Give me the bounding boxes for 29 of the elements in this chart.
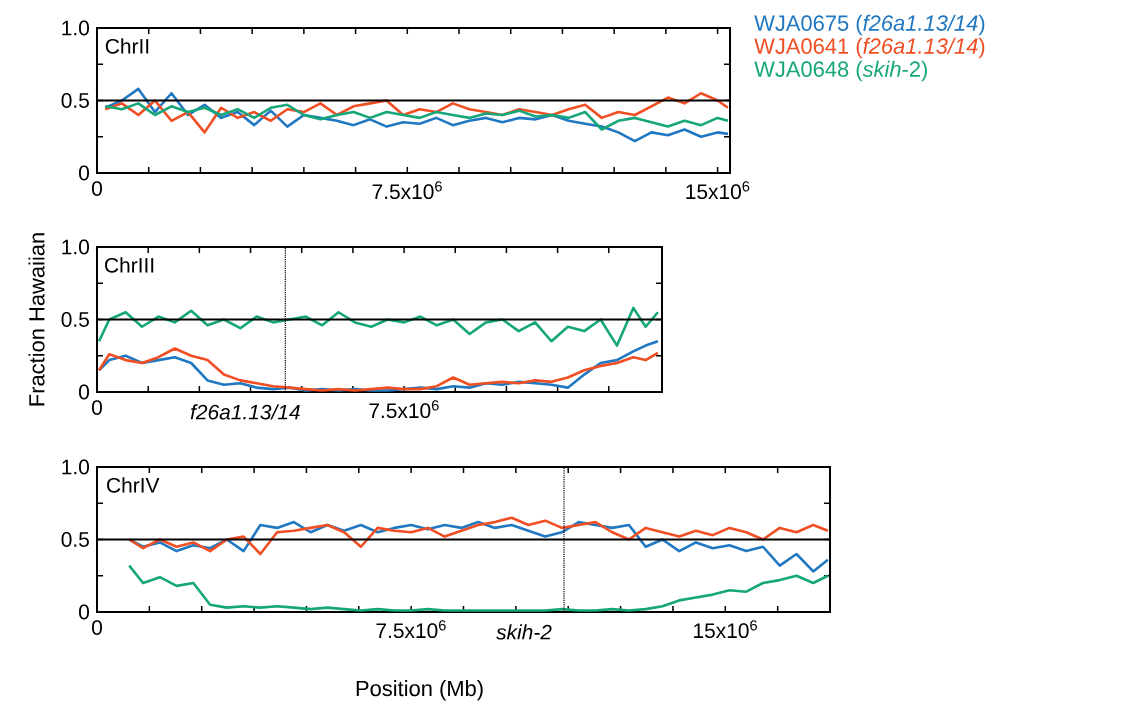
- line-series: [97, 347, 660, 392]
- text: WJA0641 (f26a1.13/14): [754, 37, 985, 59]
- y-tick-label: 0: [79, 384, 90, 400]
- y-tick-label: 1.0: [62, 239, 90, 255]
- y-tick-label: 0.5: [61, 532, 89, 547]
- y-tick-label: 1.0: [62, 20, 89, 36]
- x-tick-label: 7.5x10$^{6}$: [372, 181, 442, 200]
- x-tick-label: 7.5x10$^{6}$: [376, 620, 446, 639]
- line-series: [103, 102, 730, 131]
- y-tick-label: 0.5: [61, 312, 89, 327]
- y-tick-label: 0: [79, 165, 89, 181]
- chart-title: ChrII: [105, 38, 149, 54]
- x-tick-label: 15x10$^{6}$: [686, 181, 750, 200]
- x-tick-label: 15x10$^{6}$: [694, 620, 757, 639]
- x-tick-label: 0: [91, 620, 102, 635]
- ref-line-label: f26a1.13/14: [190, 404, 300, 420]
- y-tick-label: 0: [79, 604, 89, 620]
- x-tick-label: 7.5x10$^{6}$: [369, 400, 439, 419]
- chart-title: ChrIII: [105, 257, 154, 273]
- y-tick-label: 1.0: [62, 459, 89, 475]
- y-axis-title: Fraction Hawaiian: [28, 233, 45, 406]
- x-tick-label: 0: [91, 181, 102, 196]
- x-axis-title: Position (Mb): [356, 680, 483, 701]
- text: WJA0675 (f26a1.13/14): [754, 14, 985, 36]
- chart-title: ChrIV: [107, 477, 160, 493]
- ref-line-label: skih-2: [496, 624, 552, 640]
- y-tick-label: 0.5: [61, 93, 89, 108]
- line-series: [127, 516, 830, 556]
- text: WJA0648 (skih-2): [754, 60, 927, 82]
